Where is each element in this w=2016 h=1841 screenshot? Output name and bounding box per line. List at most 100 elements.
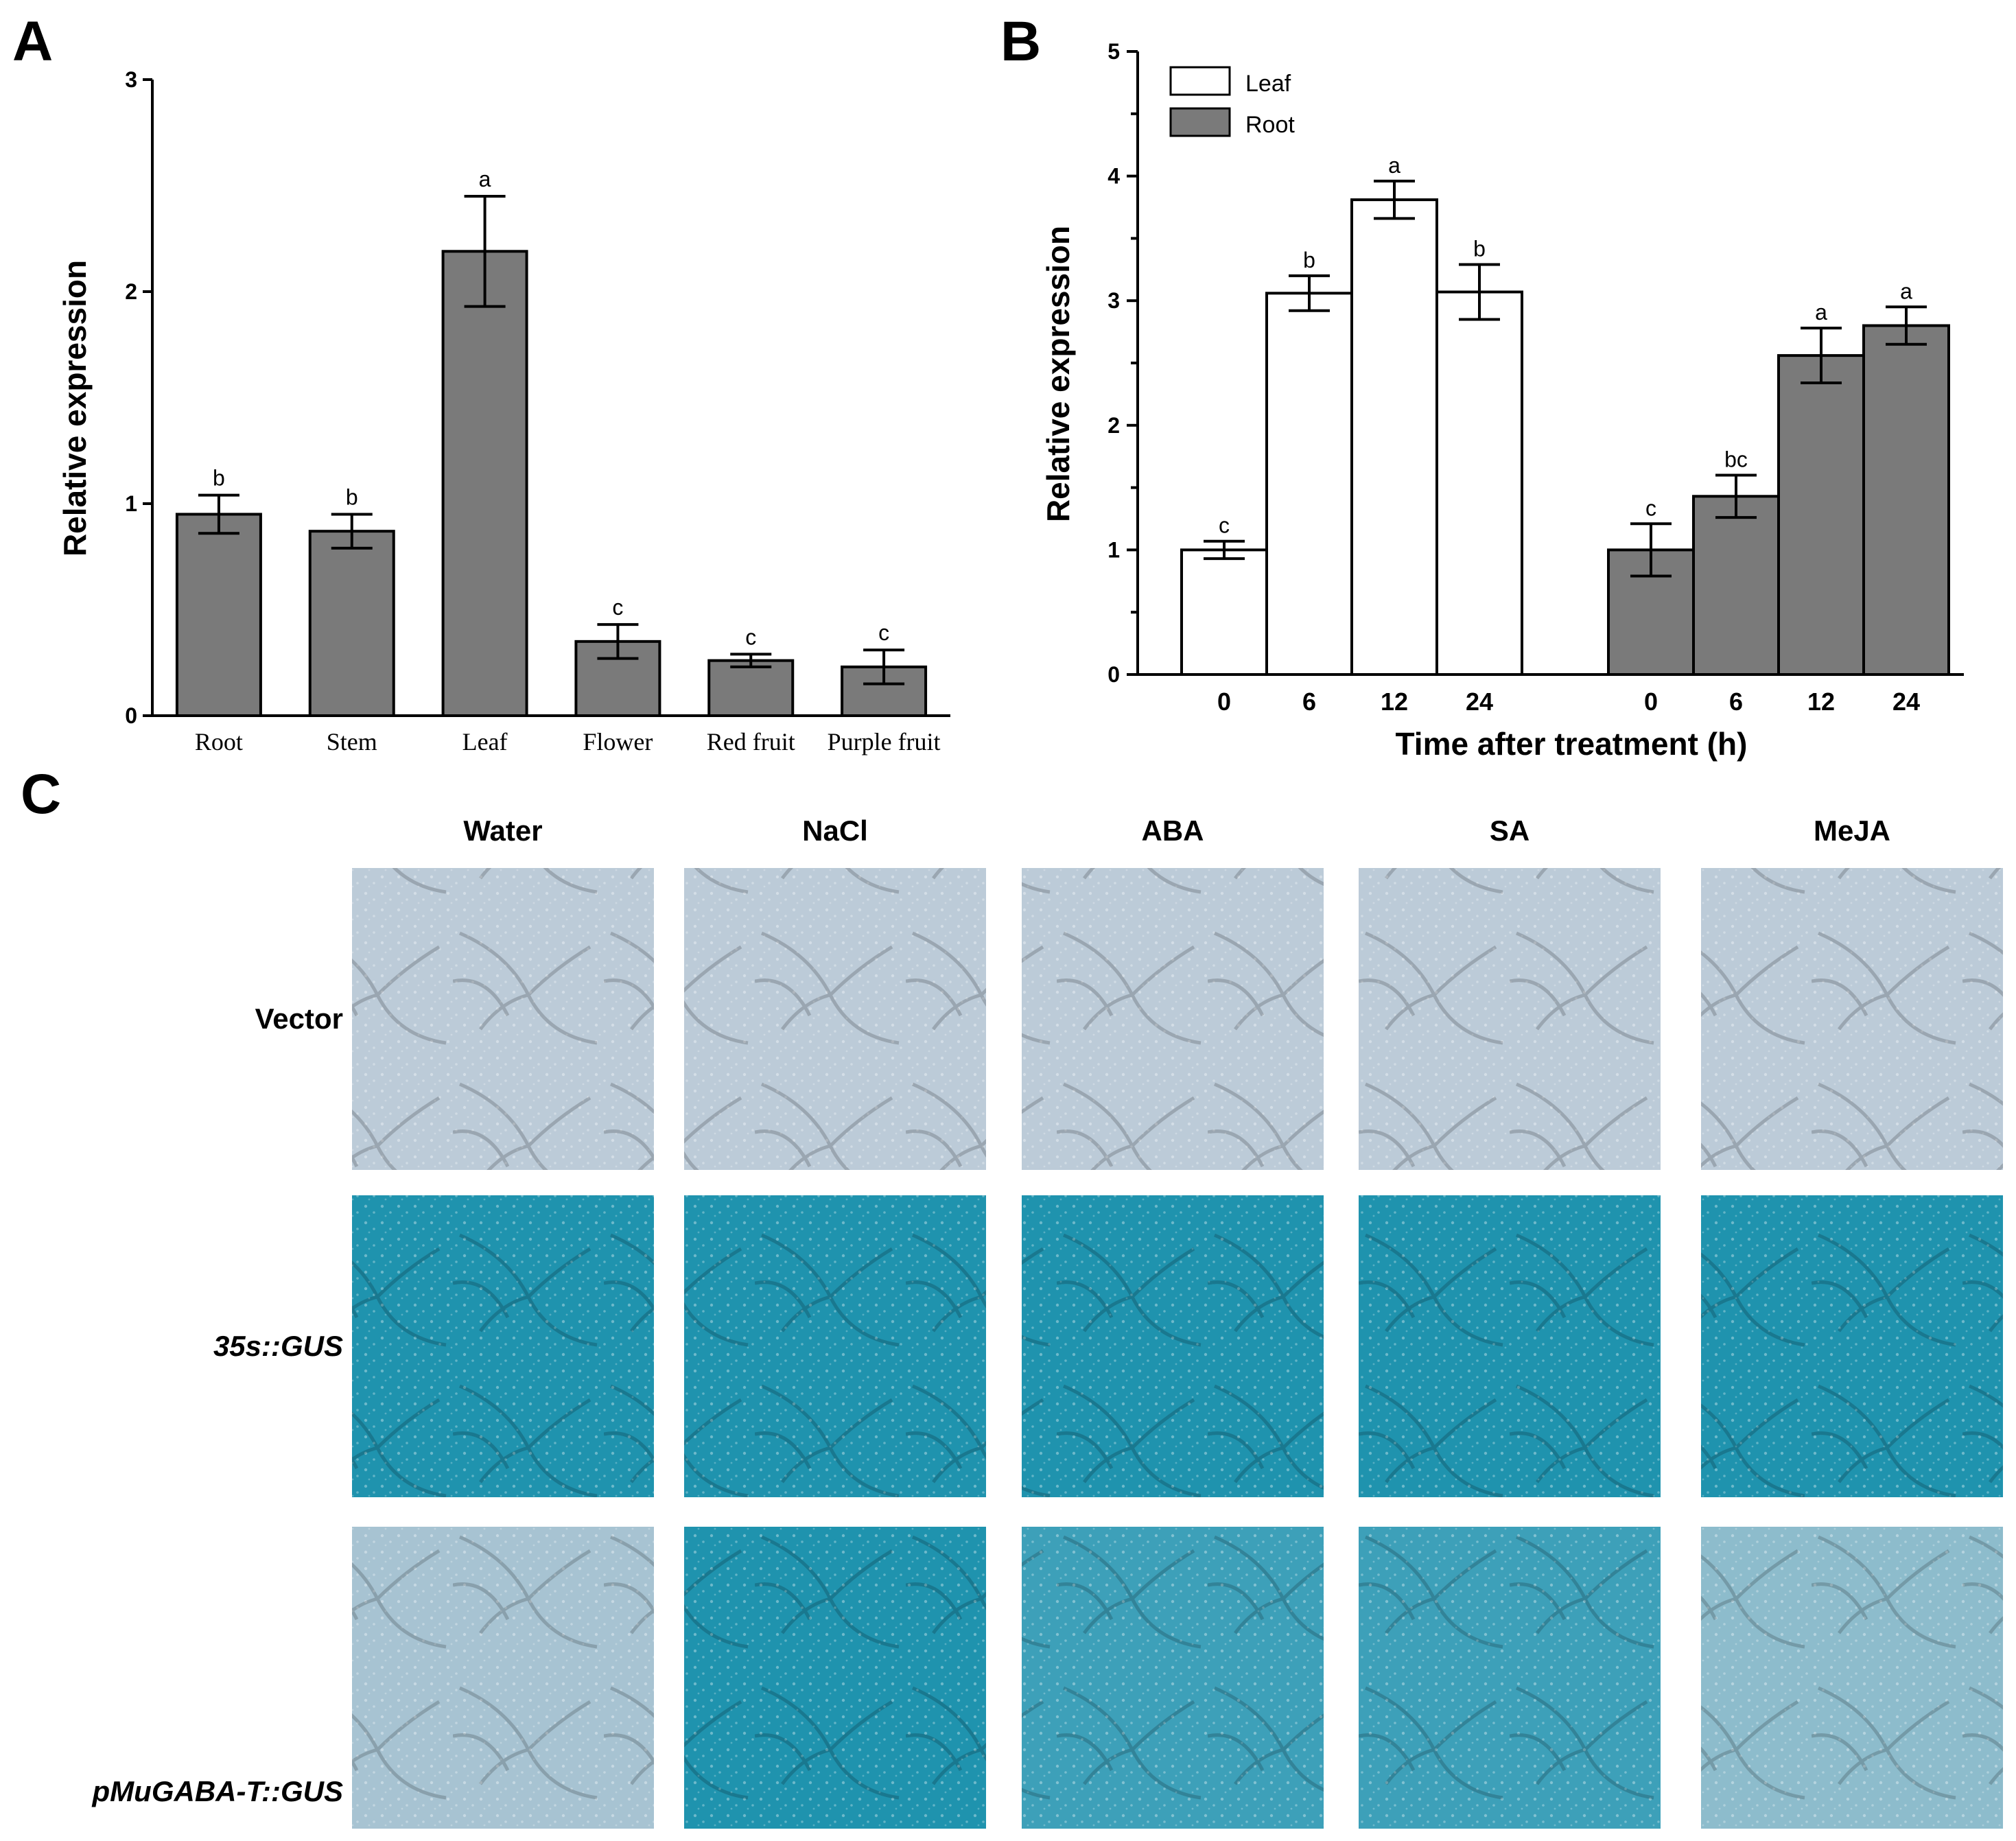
staining-image (684, 1195, 986, 1497)
chart-b-significance-letter: a (1388, 153, 1400, 178)
chart-b-significance-letter: c (1645, 495, 1656, 520)
chart-b-error-bar (1630, 522, 1672, 578)
chart-a-error-bar (464, 194, 506, 308)
chart-b-legend: Leaf Root (1169, 66, 1295, 138)
legend-label-root: Root (1245, 112, 1295, 138)
chart-b-bars: c 0 b 6 a 12 b 24 c 0 bc 6 a 12 a 24 (1180, 153, 1950, 716)
staining-image (352, 1195, 654, 1497)
chart-a-significance-letter: c (878, 620, 889, 645)
staining-image (684, 1527, 986, 1829)
chart-b-significance-letter: c (1219, 513, 1230, 538)
chart-b-bar-root (1862, 324, 1950, 676)
chart-b-significance-letter: b (1303, 248, 1315, 272)
staining-image (1359, 1195, 1661, 1497)
chart-b-significance-letter: b (1473, 237, 1486, 261)
chart-b-error-bar (1289, 274, 1330, 312)
chart-b-y-tick-label: 3 (1107, 288, 1120, 313)
chart-b-error-bar (1886, 305, 1927, 346)
chart-b-bar-leaf (1350, 198, 1438, 676)
chart-b-x-tick-label: 0 (1644, 688, 1658, 716)
chart-b-x-tick-label: 12 (1381, 688, 1408, 716)
chart-b-bar-root (1777, 354, 1865, 676)
chart-a-x-tick-label: Red fruit (707, 728, 795, 755)
chart-b-x-tick-label: 6 (1729, 688, 1743, 716)
legend-label-leaf: Leaf (1245, 71, 1291, 97)
chart-a: Relative expression 0 1 2 3 b Root b Stem a Leaf… (57, 67, 950, 755)
chart-b-x-tick-label: 6 (1302, 688, 1316, 716)
staining-image (1701, 868, 2003, 1170)
staining-image (352, 868, 654, 1170)
chart-a-x-tick-label: Leaf (462, 728, 508, 755)
chart-a-significance-letter: b (346, 484, 358, 509)
chart-a-bar (175, 513, 262, 717)
legend-swatch-root (1169, 107, 1231, 137)
chart-b-x-tick-label: 12 (1807, 688, 1835, 716)
chart-a-error-bar (198, 493, 239, 535)
chart-b-y-tick-label: 2 (1107, 413, 1120, 438)
chart-a-x-tick-label: Purple fruit (828, 728, 941, 755)
chart-a-significance-letter: c (612, 595, 623, 620)
chart-a-error-bar (730, 653, 772, 668)
chart-b-error-bar (1204, 539, 1245, 561)
chart-b-x-tick-label: 0 (1217, 688, 1231, 716)
legend-swatch-leaf (1169, 66, 1231, 96)
staining-image (1022, 868, 1324, 1170)
staining-image (1359, 1527, 1661, 1829)
staining-image (1701, 1527, 2003, 1829)
chart-a-bar (308, 530, 395, 717)
chart-b-y-tick-label: 0 (1107, 662, 1120, 687)
chart-b-significance-letter: a (1815, 300, 1827, 325)
chart-a-error-bar (331, 513, 373, 550)
chart-a-bar (441, 250, 528, 718)
chart-b-x-tick-label: 24 (1466, 688, 1493, 716)
chart-b-significance-letter: a (1900, 279, 1912, 303)
row-header: Vector (255, 1002, 343, 1035)
chart-b-error-bar (1801, 327, 1842, 385)
column-header-aba: ABA (1142, 814, 1204, 847)
staining-grid: Water NaCl ABA SA MeJAVector35s::GUSpMuGABA-… (92, 814, 2003, 1829)
chart-a-y-tick-label: 3 (125, 67, 137, 92)
staining-image (352, 1527, 654, 1829)
chart-a-y-axis-label: Relative expression (57, 260, 93, 556)
chart-b-bar-leaf (1180, 548, 1268, 677)
panel-label-b: B (1000, 10, 1041, 73)
staining-image (1022, 1195, 1324, 1497)
chart-b-bar-leaf (1265, 292, 1353, 676)
chart-b-y-tick-label: 1 (1107, 537, 1120, 562)
chart-a-error-bar (597, 623, 639, 660)
chart-a-y-tick-label: 1 (125, 491, 137, 516)
chart-a-x-tick-label: Stem (327, 728, 377, 755)
chart-a-significance-letter: b (213, 466, 225, 491)
column-header-sa: SA (1490, 814, 1529, 847)
staining-image (684, 868, 986, 1170)
row-header: pMuGABA-T::GUS (92, 1775, 343, 1807)
chart-a-bar (707, 659, 795, 717)
chart-a-x-tick-label: Root (195, 728, 243, 755)
column-header-nacl: NaCl (802, 814, 868, 847)
chart-a-error-bar (863, 648, 905, 685)
chart-b-y-ticks: 0 1 2 3 4 5 (1107, 39, 1138, 687)
chart-b-error-bar (1459, 263, 1500, 321)
panel-label-a: A (12, 10, 53, 73)
chart-a-significance-letter: a (479, 167, 491, 191)
chart-a-y-ticks: 0 1 2 3 (125, 67, 152, 728)
chart-b-y-tick-label: 4 (1107, 164, 1120, 189)
chart-b-y-tick-label: 5 (1107, 39, 1120, 64)
chart-b-error-bar (1715, 473, 1757, 519)
staining-image (1701, 1195, 2003, 1497)
chart-b-x-axis-label: Time after treatment (h) (1396, 726, 1748, 762)
chart-a-y-tick-label: 0 (125, 703, 137, 728)
chart-b-x-tick-label: 24 (1892, 688, 1920, 716)
chart-b-error-bar (1374, 179, 1415, 220)
row-header: 35s::GUS (213, 1330, 343, 1362)
chart-b-bar-root (1692, 495, 1780, 676)
chart-b: Relative expression Time after treatment… (1040, 39, 1964, 762)
chart-b-significance-letter: bc (1724, 447, 1748, 471)
column-header-meja: MeJA (1814, 814, 1890, 847)
chart-a-significance-letter: c (745, 624, 756, 649)
chart-a-y-tick-label: 2 (125, 279, 137, 304)
chart-b-y-axis-label: Relative expression (1040, 226, 1076, 522)
staining-image (1359, 868, 1661, 1170)
chart-a-bars: b Root b Stem a Leaf c Flower c Red fruit c Purple … (175, 167, 941, 755)
